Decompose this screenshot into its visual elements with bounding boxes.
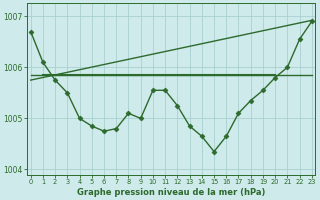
X-axis label: Graphe pression niveau de la mer (hPa): Graphe pression niveau de la mer (hPa) (77, 188, 266, 197)
